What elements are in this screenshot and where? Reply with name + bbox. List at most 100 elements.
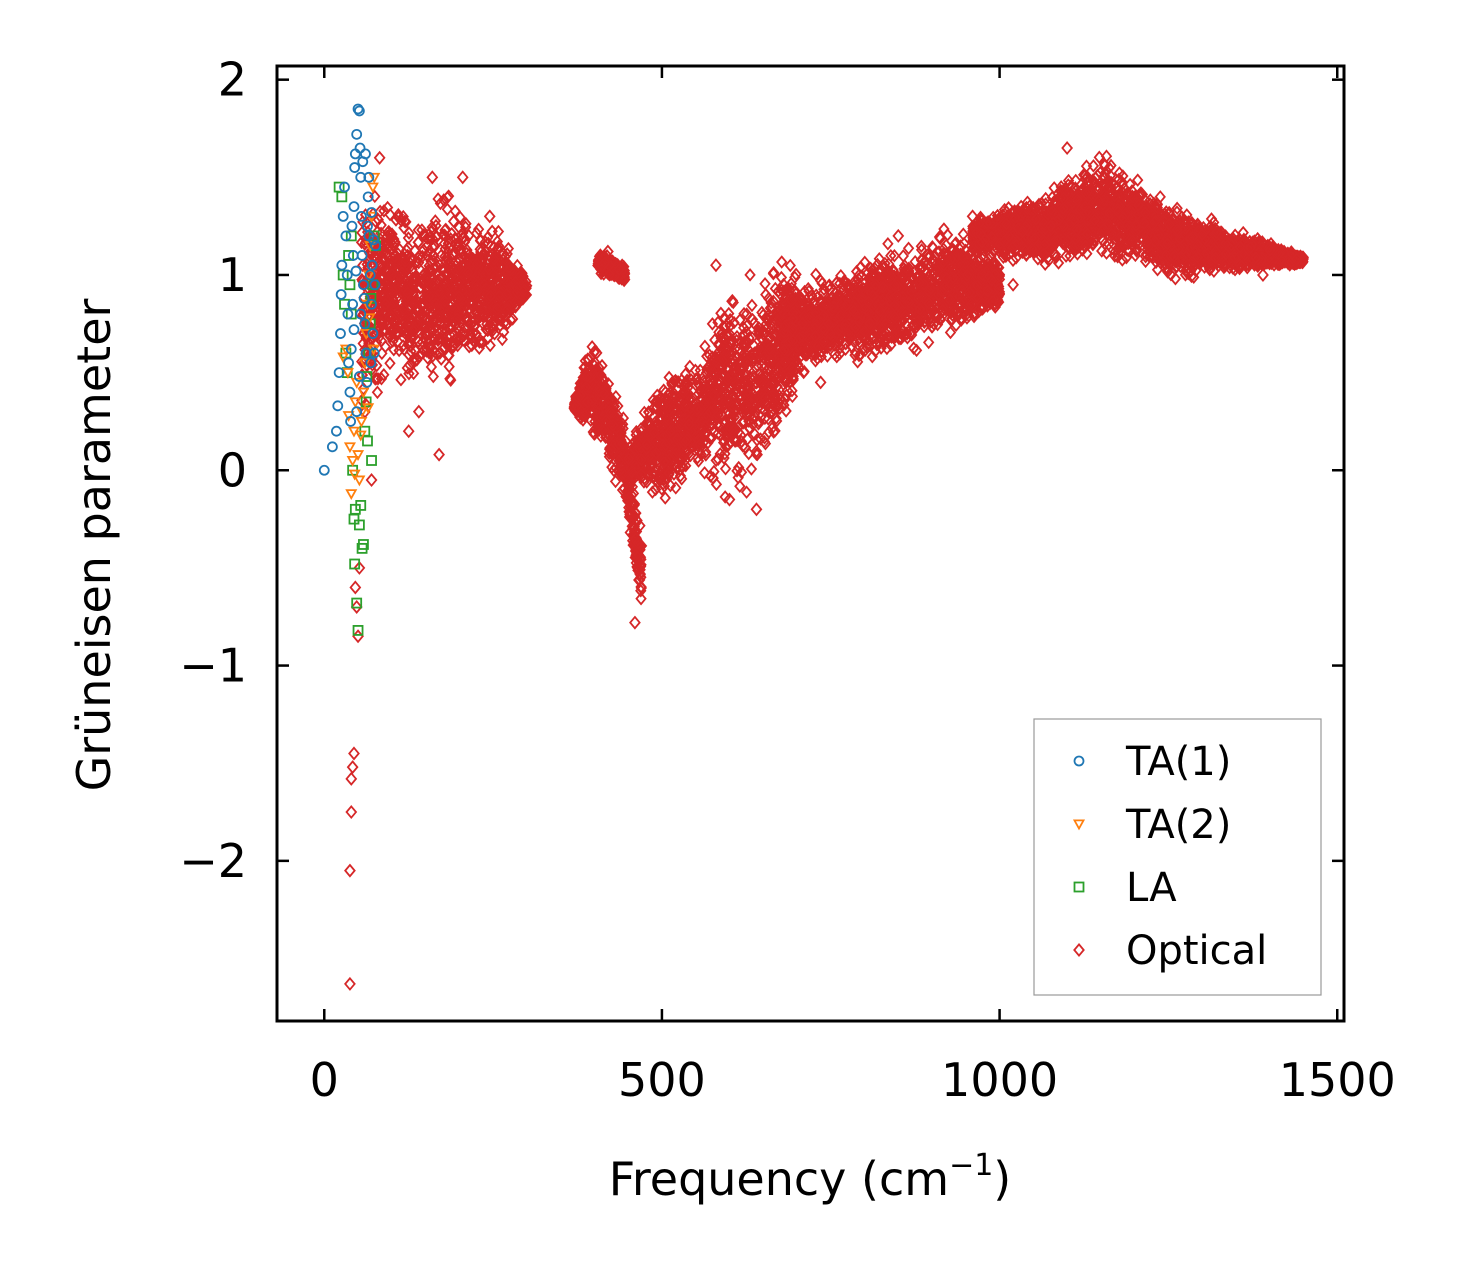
optical-point — [501, 316, 514, 331]
optical-point — [757, 327, 770, 342]
optical-point — [487, 316, 500, 331]
optical-point — [462, 265, 474, 280]
optical-point — [743, 401, 756, 415]
optical-point — [371, 385, 384, 400]
optical-point — [607, 418, 619, 432]
optical-point — [780, 404, 792, 418]
optical-point — [725, 394, 738, 408]
optical-point — [707, 471, 719, 485]
optical-point — [409, 297, 422, 311]
optical-point — [414, 281, 426, 295]
optical-point — [662, 412, 674, 427]
optical-point — [728, 315, 740, 330]
optical-point — [500, 275, 512, 289]
optical-point — [387, 334, 399, 348]
optical-point — [587, 425, 599, 439]
optical-point — [659, 437, 672, 452]
optical-point — [710, 410, 722, 425]
optical-point — [695, 432, 708, 446]
optical-point — [398, 302, 410, 317]
optical-point — [438, 236, 451, 251]
optical-point — [657, 400, 669, 414]
optical-point — [463, 228, 475, 243]
optical-point — [771, 341, 783, 356]
optical-point — [624, 448, 637, 462]
optical-point — [467, 257, 479, 272]
optical-point — [617, 262, 629, 276]
optical-point — [759, 404, 771, 418]
data-points-layer — [318, 103, 1309, 991]
optical-point — [612, 399, 624, 413]
optical-point — [407, 366, 420, 381]
optical-point — [634, 563, 646, 577]
optical-point — [763, 342, 776, 356]
optical-point — [760, 370, 772, 384]
optical-point — [702, 435, 714, 450]
optical-point — [746, 298, 758, 313]
optical-point — [386, 267, 398, 282]
optical-point — [391, 325, 404, 339]
optical-point — [370, 271, 382, 286]
optical-point — [684, 401, 697, 415]
optical-point — [386, 282, 399, 297]
optical-point — [372, 372, 384, 386]
optical-point — [392, 207, 405, 222]
optical-point — [379, 297, 392, 311]
optical-point — [412, 318, 424, 333]
optical-point — [674, 469, 687, 483]
optical-point — [466, 297, 478, 312]
optical-point — [478, 249, 490, 263]
optical-point — [430, 230, 442, 244]
optical-point — [375, 334, 388, 348]
optical-point — [700, 448, 712, 462]
optical-point — [502, 241, 515, 256]
optical-point — [395, 372, 407, 387]
optical-point — [731, 386, 743, 401]
optical-point — [646, 458, 659, 472]
optical-point — [383, 311, 395, 326]
optical-point — [626, 498, 639, 513]
optical-point — [683, 413, 695, 428]
optical-point — [635, 452, 648, 467]
optical-point — [518, 282, 531, 297]
optical-point — [665, 389, 677, 403]
optical-point — [767, 266, 780, 281]
optical-point — [439, 223, 451, 238]
optical-point — [408, 351, 420, 366]
optical-point — [632, 563, 644, 578]
optical-point — [623, 510, 636, 524]
optical-point — [416, 335, 429, 349]
optical-point — [509, 275, 522, 289]
optical-point — [738, 306, 750, 321]
optical-point — [609, 454, 622, 468]
optical-point — [445, 296, 457, 310]
optical-point — [726, 294, 738, 309]
optical-point — [383, 224, 395, 239]
optical-point — [388, 232, 400, 246]
optical-point — [430, 267, 443, 281]
optical-point — [720, 343, 733, 358]
optical-point — [616, 483, 629, 497]
optical-point — [441, 335, 453, 349]
optical-point — [401, 361, 413, 375]
optical-point — [413, 310, 425, 325]
optical-point — [635, 467, 647, 482]
optical-point — [910, 343, 923, 358]
optical-point — [372, 242, 384, 256]
optical-point — [501, 303, 513, 317]
optical-point — [456, 251, 469, 265]
optical-point — [388, 295, 401, 310]
optical-point — [466, 338, 478, 353]
optical-point — [459, 233, 472, 247]
optical-point — [603, 400, 616, 414]
optical-point — [621, 484, 633, 499]
optical-point — [632, 547, 644, 562]
optical-point — [417, 243, 430, 257]
optical-point — [600, 413, 612, 428]
optical-point — [743, 331, 755, 345]
optical-point — [441, 245, 454, 260]
optical-point — [729, 434, 741, 448]
optical-point — [695, 402, 707, 416]
optical-point — [404, 330, 417, 345]
optical-point — [635, 591, 647, 606]
